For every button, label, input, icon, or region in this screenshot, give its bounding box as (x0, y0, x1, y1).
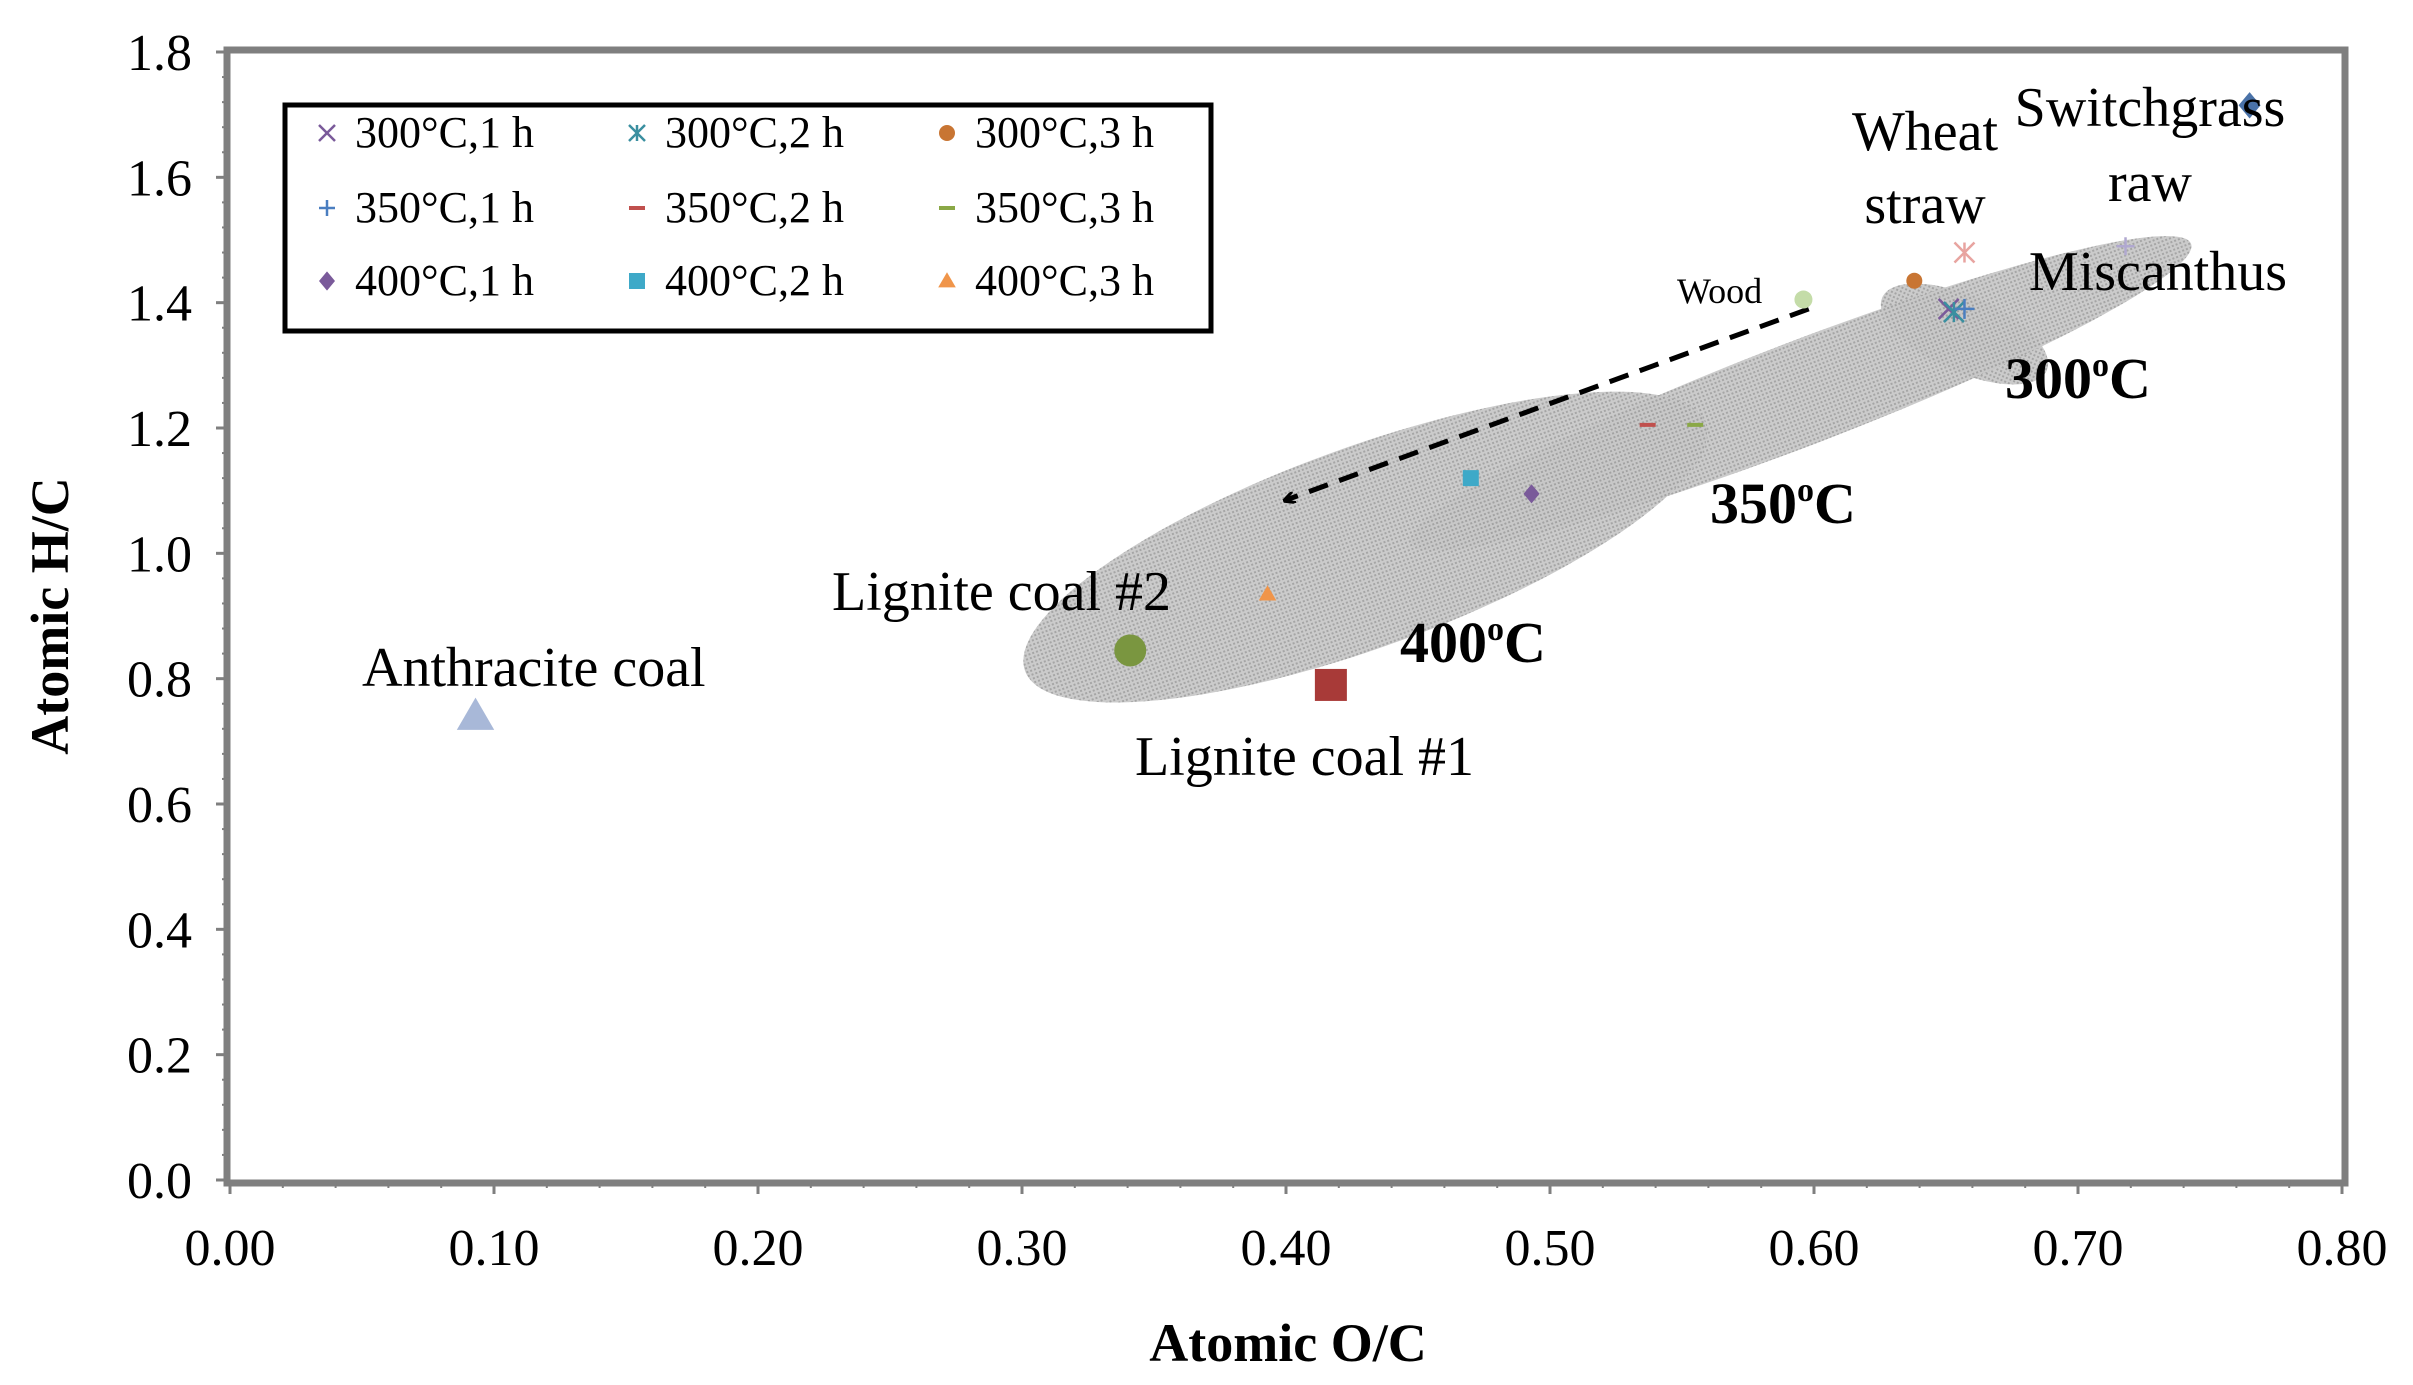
data-point-series-7 (1462, 470, 1479, 487)
y-axis-title: Atomic H/C (20, 477, 80, 754)
x-tick-label: 0.70 (2033, 1220, 2124, 1277)
y-tick-label: 1.8 (127, 25, 192, 82)
data-point-series-6 (1523, 484, 1540, 504)
label-wheat-straw-line1: Wheat (1852, 101, 1999, 163)
y-tick-label: 0.4 (127, 902, 192, 959)
data-point-series-1 (1943, 301, 1965, 323)
y-tick-label: 1.2 (127, 401, 192, 458)
legend-box (282, 102, 1214, 334)
legend-label: 300°C,3 h (975, 108, 1154, 157)
y-tick-label: 0.0 (127, 1153, 192, 1210)
legend-item: 400°C,1 h (319, 256, 534, 305)
legend-label: 300°C,2 h (665, 108, 844, 157)
label-wood: Wood (1677, 271, 1762, 311)
legend-item: 300°C,1 h (318, 108, 534, 157)
legend-label: 400°C,2 h (665, 256, 844, 305)
ref-point-lignite-coal-2 (1114, 634, 1147, 667)
data-point-series-3 (1954, 298, 1975, 319)
legend-marker (319, 271, 335, 291)
data-point-series-2 (1906, 272, 1923, 289)
y-tick-label: 0.2 (127, 1028, 192, 1085)
label-lignite-coal-2: Lignite coal #2 (832, 561, 1171, 623)
legend-label: 350°C,3 h (975, 183, 1154, 232)
label-anthracite-coal: Anthracite coal (362, 637, 706, 699)
x-tick-label: 0.30 (977, 1220, 1068, 1277)
legend-marker (319, 200, 335, 216)
label-switchgrass-line2: raw (2108, 152, 2193, 214)
legend-item: 350°C,3 h (939, 183, 1154, 232)
legend-item: 350°C,2 h (629, 183, 844, 232)
legend-item: 350°C,1 h (319, 183, 534, 232)
legend-label: 350°C,1 h (355, 183, 534, 232)
legend-marker (629, 273, 645, 289)
legend: 300°C,1 h 300°C,2 h 300°C,3 h 350°C,1 h 350°… (282, 102, 1214, 334)
x-tick-label: 0.60 (1769, 1220, 1860, 1277)
label-wheat-straw-line2: straw (1864, 174, 1986, 236)
data-point-series-0 (1937, 298, 1960, 320)
ref-point-lignite-coal-1 (1314, 668, 1347, 701)
ref-point-switchgrass-raw (2238, 92, 2261, 119)
trend-arrow-layer (1286, 306, 1810, 500)
x-tick-label: 0.40 (1241, 1220, 1332, 1277)
legend-label: 300°C,1 h (355, 108, 534, 157)
legend-items: 300°C,1 h 300°C,2 h 300°C,3 h 350°C,1 h 350°… (318, 108, 1154, 305)
legend-marker (939, 125, 955, 141)
axis-ticks (216, 50, 2344, 1194)
y-tick-label: 1.6 (127, 150, 192, 207)
y-tick-label: 0.8 (127, 652, 192, 709)
ref-point-anthracite-coal (456, 697, 495, 730)
x-tick-label: 0.80 (2297, 1220, 2388, 1277)
ref-point-wheat-straw (1953, 241, 1976, 264)
temperature-regions (1023, 236, 2192, 703)
label-lignite-coal-1: Lignite coal #1 (1135, 726, 1474, 788)
y-tick-label: 0.6 (127, 777, 192, 834)
y-tick-label: 1.4 (127, 276, 192, 333)
legend-label: 400°C,1 h (355, 256, 534, 305)
x-tick-label: 0.50 (1505, 1220, 1596, 1277)
label-400c: 400oC (1400, 610, 1546, 675)
label-switchgrass-line1: Switchgrass (2015, 77, 2286, 139)
legend-marker (628, 124, 646, 142)
reference-points (456, 92, 2261, 730)
label-miscanthus: Miscanthus (2029, 241, 2287, 303)
y-tick-label: 1.0 (127, 526, 192, 583)
legend-marker (938, 272, 956, 288)
legend-label: 400°C,3 h (975, 256, 1154, 305)
legend-item: 400°C,3 h (938, 256, 1154, 305)
label-300c: 300oC (2005, 346, 2151, 411)
x-tick-label: 0.00 (185, 1220, 276, 1277)
legend-label: 350°C,2 h (665, 183, 844, 232)
ref-point-wood (1794, 290, 1813, 309)
x-tick-label: 0.10 (449, 1220, 540, 1277)
ref-point-miscanthus (2116, 237, 2135, 256)
legend-item: 300°C,3 h (939, 108, 1154, 157)
trend-arrow (1286, 306, 1810, 500)
x-tick-label: 0.20 (713, 1220, 804, 1277)
legend-marker (318, 124, 336, 142)
x-axis-title: Atomic O/C (1149, 1313, 1426, 1373)
region-ellipse-2 (1023, 391, 1708, 703)
legend-item: 400°C,2 h (629, 256, 844, 305)
series-points (1258, 272, 1975, 601)
label-350c: 350oC (1710, 471, 1856, 536)
axis-tick-labels: 0.00 0.10 0.20 0.30 0.40 0.50 0.60 0.70 0.80 0.0 0… (127, 25, 2388, 1277)
data-point-series-8 (1258, 585, 1277, 601)
legend-item: 300°C,2 h (628, 108, 844, 157)
